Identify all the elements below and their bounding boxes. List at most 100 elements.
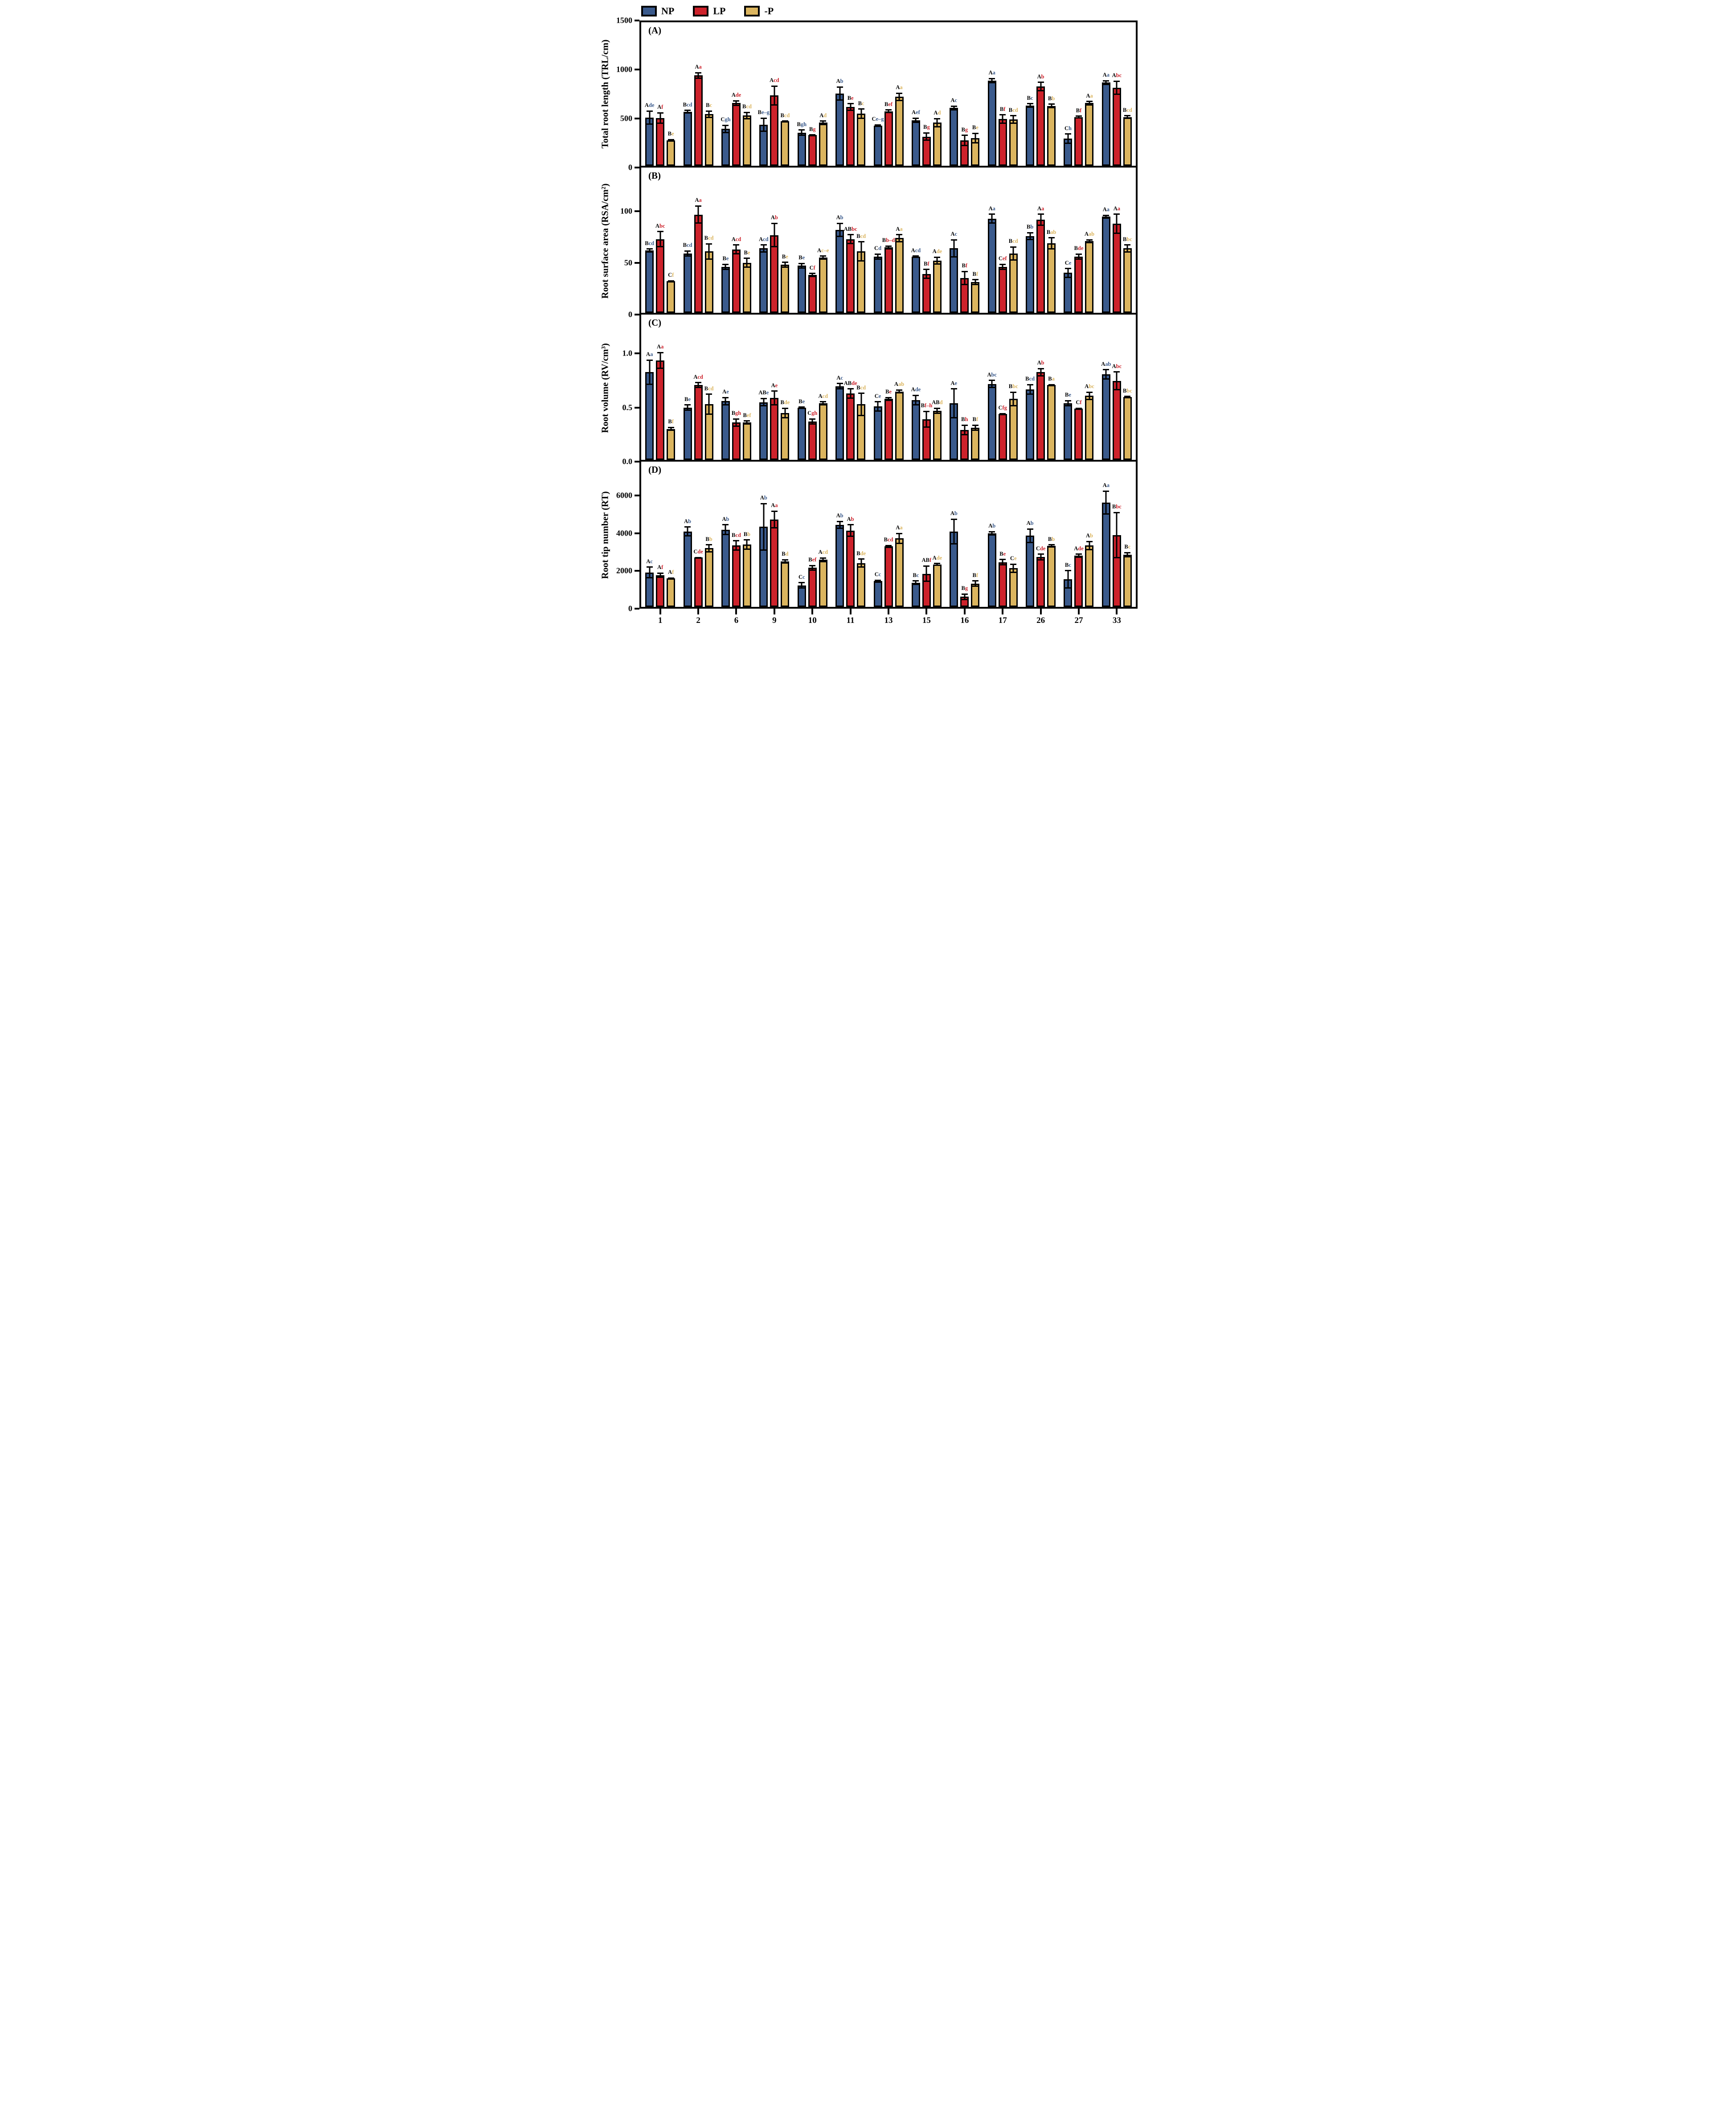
sig-uppercase: C xyxy=(874,393,879,399)
error-bar xyxy=(1037,213,1044,226)
error-bar-cap-bottom xyxy=(1065,142,1071,144)
bar-cell: Bcd xyxy=(704,315,714,460)
error-bar xyxy=(798,262,805,269)
sig-lowercase: e xyxy=(954,380,958,386)
error-bar xyxy=(1065,400,1071,407)
sig-lowercase: a xyxy=(992,205,995,212)
x-category-6: 6 xyxy=(717,609,755,629)
error-bar-line xyxy=(687,526,688,537)
sig-uppercase: A xyxy=(911,386,915,393)
bar-cell: Cde xyxy=(1036,462,1045,607)
sig-uppercase: A xyxy=(668,569,672,576)
error-bar-line xyxy=(1051,237,1052,250)
error-bar-line xyxy=(708,393,710,415)
y-axis-title: Root surface area (RSA/cm²) xyxy=(598,168,612,315)
bar--P-13 xyxy=(895,391,904,460)
error-bar-cap-bottom xyxy=(923,278,930,279)
bar-cell: Bbc xyxy=(1009,315,1018,460)
error-bar-cap-bottom xyxy=(1103,513,1110,515)
error-bar-cap-bottom xyxy=(809,135,816,136)
bar-cell: Aa xyxy=(1085,22,1094,166)
error-bar xyxy=(885,544,892,548)
sig-lowercase: bc xyxy=(852,225,857,232)
y-tick-mark xyxy=(635,406,639,409)
bar-NP-33 xyxy=(1101,217,1110,313)
error-bar-cap-top xyxy=(1037,82,1044,83)
bar-NP-11 xyxy=(835,93,844,166)
error-bar-cap-bottom xyxy=(934,565,941,566)
bar-groups: Ac Af Af Ab Cde Bb Ab Bcd Bb Ab Aa Bd Cc Bef Acd Ab Ab Bd… xyxy=(641,462,1136,607)
sig-uppercase: A xyxy=(759,236,763,242)
error-bar-cap-bottom xyxy=(896,392,903,394)
x-tick-mark xyxy=(773,609,775,614)
sig-label: Ad xyxy=(819,112,827,119)
bar-NP-16 xyxy=(950,108,958,166)
error-bar xyxy=(798,582,805,589)
error-bar-cap-top xyxy=(684,526,691,528)
bar-cell: Bcd xyxy=(1025,315,1035,460)
error-bar-cap-bottom xyxy=(934,126,941,128)
error-bar-cap-bottom xyxy=(684,409,691,411)
plot-area-D: (D) Ac Af Af Ab Cde Bb Ab Bcd Bb Ab Aa Bd Cc Bef Acd Ab A… xyxy=(639,462,1138,609)
sig-label: Be xyxy=(684,397,691,402)
sig-label: Bcd xyxy=(645,241,654,246)
error-bar-cap-top xyxy=(934,118,941,119)
bar--P-17 xyxy=(1009,568,1018,607)
sig-label: Ae xyxy=(722,389,729,395)
bar-cell: Bb xyxy=(1047,22,1056,166)
error-bar-cap-bottom xyxy=(858,414,864,416)
error-bar-cap-top xyxy=(820,120,827,122)
error-bar-cap-bottom xyxy=(913,404,919,405)
sig-uppercase: B xyxy=(743,412,747,418)
error-bar xyxy=(950,388,957,418)
sig-uppercase: A xyxy=(911,247,915,254)
sig-label: Be xyxy=(999,551,1006,557)
bar-cell: Bcd xyxy=(856,168,866,313)
error-bar-cap-bottom xyxy=(760,549,767,551)
error-bar-cap-top xyxy=(706,110,712,112)
error-bar-cap-bottom xyxy=(706,116,712,118)
sig-uppercase: C xyxy=(1010,555,1014,562)
y-tick-mark xyxy=(635,167,639,168)
y-axis: 0 500 1000 1500 xyxy=(612,16,639,172)
sig-lowercase: f xyxy=(976,416,979,423)
error-bar-line xyxy=(964,270,966,286)
error-bar-cap-top xyxy=(1037,553,1044,555)
error-bar xyxy=(875,124,881,127)
error-bar-cap-bottom xyxy=(989,82,995,84)
error-bar-cap-bottom xyxy=(923,426,930,428)
error-bar-line xyxy=(974,132,976,143)
error-bar xyxy=(934,118,941,128)
sig-lowercase: de xyxy=(648,102,655,108)
bar--P-1 xyxy=(667,578,676,607)
error-bar-cap-bottom xyxy=(744,266,750,268)
error-bar-line xyxy=(860,108,862,119)
bar-group-13: Cd Bb–d Aa xyxy=(869,168,907,313)
sig-label: Bcd xyxy=(704,386,714,392)
error-bar-cap-bottom xyxy=(913,256,919,258)
error-bar xyxy=(820,255,827,260)
error-bar-line xyxy=(1078,115,1080,119)
sig-label: Bef xyxy=(743,413,751,418)
error-bar-line xyxy=(839,222,841,237)
error-bar xyxy=(989,531,995,536)
bar-cell: Bf xyxy=(922,168,931,313)
sig-uppercase: A xyxy=(912,109,916,116)
error-bar-line xyxy=(774,390,775,405)
sig-lowercase: b xyxy=(709,536,712,542)
error-bar xyxy=(989,213,995,224)
sig-uppercase: B xyxy=(1124,544,1128,550)
error-bar-cap-bottom xyxy=(972,142,979,143)
error-bar-cap-top xyxy=(875,401,881,403)
error-bar-cap-bottom xyxy=(744,423,750,425)
error-bar-line xyxy=(1078,253,1080,260)
bar-cell: Be xyxy=(1064,315,1073,460)
sig-uppercase: A xyxy=(896,524,900,531)
bar--P-1 xyxy=(667,281,676,313)
sig-uppercase: B xyxy=(924,260,928,267)
bar-NP-1 xyxy=(645,372,654,460)
error-bar-line xyxy=(670,139,672,142)
sig-uppercase: B xyxy=(972,416,976,423)
error-bar-cap-top xyxy=(809,418,816,420)
error-bar-line xyxy=(746,539,748,550)
